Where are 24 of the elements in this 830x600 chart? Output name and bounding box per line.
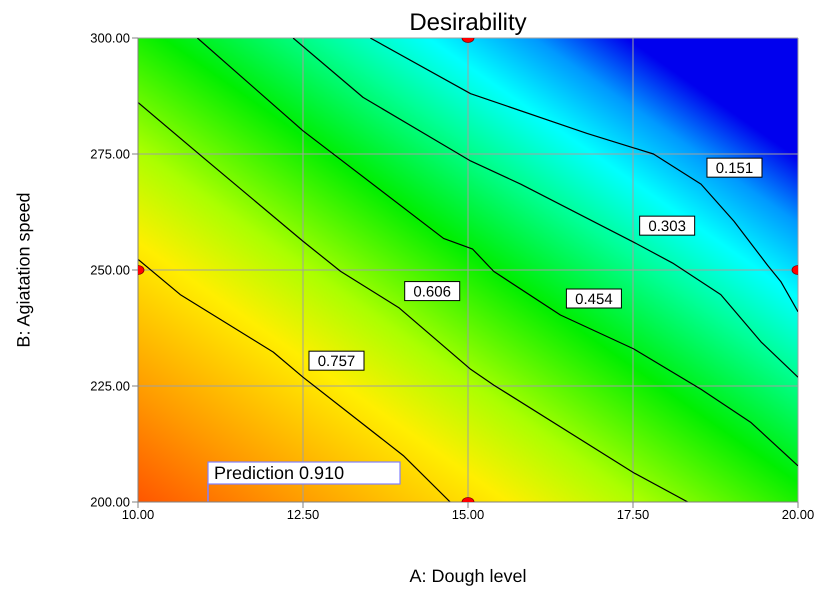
chart-title: Desirability (409, 9, 527, 36)
y-tick-label: 200.00 (90, 494, 130, 510)
x-axis-title: A: Dough level (409, 566, 527, 586)
line-series (292, 38, 798, 378)
y-tick-label: 250.00 (90, 262, 130, 278)
line-series (138, 102, 688, 502)
x-tick-label: 10.00 (122, 507, 154, 522)
series-label: 0.303 (648, 218, 686, 236)
line-series (370, 38, 798, 312)
y-tick-label: 225.00 (90, 378, 130, 394)
line-series (138, 258, 451, 502)
y-axis-title: B: Agiatation speed (13, 192, 34, 348)
series-label: 0.151 (716, 160, 754, 178)
annotation: Prediction 0.910 (214, 463, 344, 483)
x-tick-label: 17.50 (616, 507, 650, 522)
x-tick-label: 20.00 (782, 507, 814, 522)
line-series (196, 38, 798, 466)
series-label: 0.757 (318, 353, 356, 370)
y-tick-label: 275.00 (90, 146, 130, 162)
series-label: 0.454 (575, 291, 613, 308)
y-tick-label: 300.00 (90, 30, 130, 46)
series-label: 0.606 (413, 284, 451, 301)
x-tick-label: 15.00 (452, 507, 484, 522)
x-tick-label: 12.50 (286, 507, 320, 522)
